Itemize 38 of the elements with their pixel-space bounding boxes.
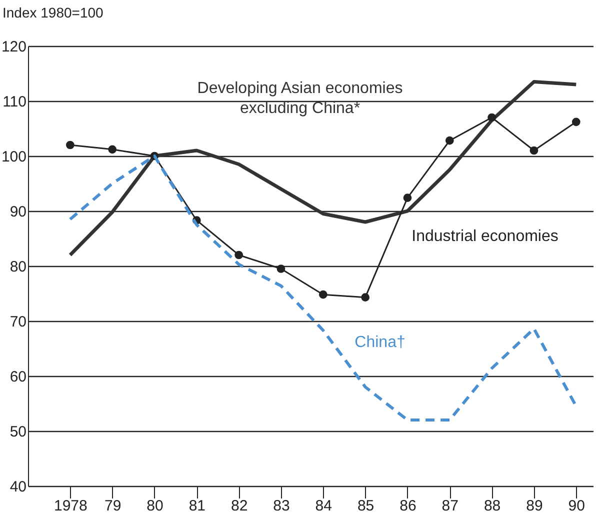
y-tick-label: 110 — [2, 94, 26, 110]
x-tick-label: 86 — [400, 498, 416, 514]
point — [318, 290, 328, 299]
series-label: China† — [354, 334, 406, 351]
line-series — [68, 80, 578, 257]
x-tick-label: 80 — [146, 498, 164, 514]
y-axis-title: Index 1980=100 — [2, 4, 104, 20]
y-tick-label: 120 — [1, 38, 26, 56]
x-tick-label: 1978 — [54, 498, 88, 514]
x-tick-label: 83 — [273, 498, 290, 514]
y-tick-label: 60 — [10, 368, 26, 386]
point — [445, 136, 454, 145]
point — [234, 250, 244, 260]
point — [488, 113, 496, 122]
point — [572, 118, 580, 126]
y-tick-label: 90 — [10, 204, 26, 220]
x-tick-label: 87 — [442, 498, 458, 514]
point — [108, 145, 117, 154]
y-tick-label: 50 — [10, 424, 26, 440]
x-tick-label: 79 — [104, 498, 122, 514]
x-tick-label: 85 — [357, 498, 374, 514]
x-tick-label: 89 — [526, 498, 543, 514]
point — [403, 194, 412, 202]
x-tick-label: 81 — [188, 498, 206, 514]
text: Developing Asian economies excluding China* — [197, 80, 403, 117]
point — [530, 146, 538, 155]
y-tick-label: 100 — [1, 148, 26, 166]
point — [276, 264, 286, 273]
y-tick-label: 70 — [10, 314, 26, 330]
x-tick-label: 88 — [484, 498, 501, 514]
point — [361, 293, 370, 302]
x-tick-label: 90 — [568, 498, 585, 514]
y-tick-label: 40 — [10, 478, 26, 496]
series-label: Industrial economies — [412, 228, 558, 245]
x-tick-label: 82 — [230, 498, 248, 514]
point — [66, 140, 74, 150]
x-tick-label: 84 — [315, 498, 332, 514]
y-tick-label: 80 — [10, 258, 26, 276]
